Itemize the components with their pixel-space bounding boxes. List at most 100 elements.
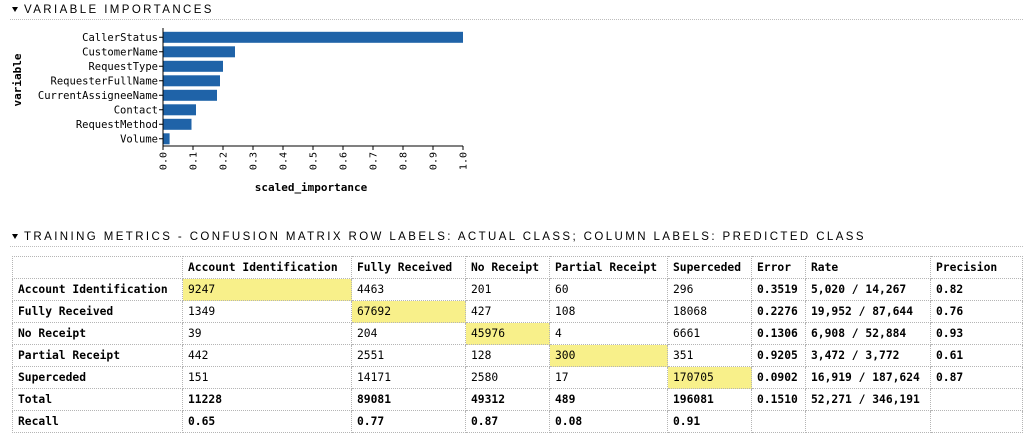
- precision-cell: 0.93: [930, 322, 1023, 345]
- matrix-cell: 6661: [667, 322, 752, 345]
- rate-cell: 52,271 / 346,191: [805, 388, 931, 411]
- precision-cell: 0.61: [930, 344, 1023, 367]
- header-cell: Rate: [805, 256, 931, 279]
- header-cell: Fully Received: [351, 256, 466, 279]
- header-cell: Account Identification: [182, 256, 352, 279]
- importance-bar: [163, 133, 170, 145]
- x-tick-label: 0.0: [159, 152, 170, 170]
- precision-cell: 0.76: [930, 300, 1023, 323]
- x-tick-label: 0.7: [369, 152, 380, 170]
- header-cell: Partial Receipt: [549, 256, 668, 279]
- error-cell: 0.0902: [751, 366, 806, 389]
- y-tick-label: CustomerName: [82, 46, 158, 58]
- row-label: Fully Received: [12, 300, 183, 323]
- diagonal-cell: 300: [549, 344, 668, 367]
- row-label: No Receipt: [12, 322, 183, 345]
- row-label: Total: [12, 388, 183, 411]
- x-tick-label: 0.9: [429, 152, 440, 170]
- header-cell: [12, 256, 183, 279]
- x-tick-label: 0.1: [189, 152, 200, 170]
- table-row: Partial Receipt 442 2551 128 300 351 0.9…: [12, 344, 1023, 367]
- recall-cell: 0.87: [465, 410, 550, 433]
- variable-importances-header[interactable]: VARIABLE IMPORTANCES: [10, 4, 1023, 20]
- variable-importance-chart: CallerStatus CustomerName RequestType Reque…: [11, 28, 470, 194]
- matrix-cell: 4463: [351, 278, 466, 301]
- recall-cell: 0.65: [182, 410, 352, 433]
- matrix-cell: 442: [182, 344, 352, 367]
- matrix-cell: 151: [182, 366, 352, 389]
- rate-cell: 16,919 / 187,624: [805, 366, 931, 389]
- total-cell: 11228: [182, 388, 352, 411]
- importance-bar: [163, 89, 217, 101]
- importance-bar: [163, 46, 235, 58]
- y-axis-title: variable: [11, 53, 24, 106]
- matrix-cell: 204: [351, 322, 466, 345]
- rate-cell: 3,472 / 3,772: [805, 344, 931, 367]
- y-tick-label: CallerStatus: [82, 32, 158, 44]
- table-row: Fully Received 1349 67692 427 108 18068 …: [12, 300, 1023, 323]
- row-label: Partial Receipt: [12, 344, 183, 367]
- matrix-cell: 60: [549, 278, 668, 301]
- y-tick-label: Volume: [120, 133, 158, 145]
- matrix-cell: 296: [667, 278, 752, 301]
- precision-cell: [930, 410, 1023, 433]
- error-cell: 0.1306: [751, 322, 806, 345]
- rate-cell: 19,952 / 87,644: [805, 300, 931, 323]
- row-label: Superceded: [12, 366, 183, 389]
- diagonal-cell: 45976: [465, 322, 550, 345]
- confusion-matrix-table: Account Identification Fully Received No…: [12, 256, 1023, 433]
- error-cell: 0.1510: [751, 388, 806, 411]
- total-cell: 89081: [351, 388, 466, 411]
- matrix-cell: 1349: [182, 300, 352, 323]
- collapse-caret-icon[interactable]: [12, 7, 18, 12]
- diagonal-cell: 170705: [667, 366, 752, 389]
- matrix-cell: 128: [465, 344, 550, 367]
- error-cell: 0.9205: [751, 344, 806, 367]
- matrix-cell: 427: [465, 300, 550, 323]
- matrix-cell: 18068: [667, 300, 752, 323]
- total-cell: 489: [549, 388, 668, 411]
- x-tick-label: 0.4: [279, 152, 290, 170]
- matrix-cell: 4: [549, 322, 668, 345]
- y-tick-label: Contact: [114, 104, 158, 116]
- error-cell: [751, 410, 806, 433]
- matrix-cell: 17: [549, 366, 668, 389]
- x-axis-title: scaled_importance: [255, 181, 368, 194]
- header-cell: Precision: [930, 256, 1023, 279]
- diagonal-cell: 67692: [351, 300, 466, 323]
- table-row: Account Identification 9247 4463 201 60 …: [12, 278, 1023, 301]
- total-cell: 196081: [667, 388, 752, 411]
- table-row: Superceded 151 14171 2580 17 170705 0.09…: [12, 366, 1023, 389]
- rate-cell: 5,020 / 14,267: [805, 278, 931, 301]
- y-tick-label: RequestMethod: [76, 119, 158, 131]
- matrix-cell: 201: [465, 278, 550, 301]
- x-tick-label: 0.6: [339, 152, 350, 170]
- precision-cell: 0.87: [930, 366, 1023, 389]
- variable-importances-title: VARIABLE IMPORTANCES: [24, 4, 214, 16]
- recall-cell: 0.77: [351, 410, 466, 433]
- precision-cell: [930, 388, 1023, 411]
- row-label: Recall: [12, 410, 183, 433]
- x-tick-label: 0.8: [399, 152, 410, 170]
- recall-cell: 0.08: [549, 410, 668, 433]
- matrix-cell: 14171: [351, 366, 466, 389]
- rate-cell: 6,908 / 52,884: [805, 322, 931, 345]
- confusion-matrix-header-row: Account Identification Fully Received No…: [12, 256, 1023, 279]
- y-tick-label: RequestType: [88, 61, 158, 73]
- recall-cell: 0.91: [667, 410, 752, 433]
- header-cell: No Receipt: [465, 256, 550, 279]
- error-cell: 0.2276: [751, 300, 806, 323]
- x-tick-label: 1.0: [459, 152, 470, 170]
- total-cell: 49312: [465, 388, 550, 411]
- error-cell: 0.3519: [751, 278, 806, 301]
- header-cell: Error: [751, 256, 806, 279]
- row-label: Account Identification: [12, 278, 183, 301]
- header-cell: Superceded: [667, 256, 752, 279]
- training-metrics-header[interactable]: TRAINING METRICS - CONFUSION MATRIX ROW …: [10, 231, 1023, 247]
- rate-cell: [805, 410, 931, 433]
- collapse-caret-icon[interactable]: [12, 234, 18, 239]
- matrix-cell: 108: [549, 300, 668, 323]
- table-row: No Receipt 39 204 45976 4 6661 0.1306 6,…: [12, 322, 1023, 345]
- y-tick-label: CurrentAssigneeName: [38, 90, 158, 102]
- importance-bar: [163, 104, 196, 116]
